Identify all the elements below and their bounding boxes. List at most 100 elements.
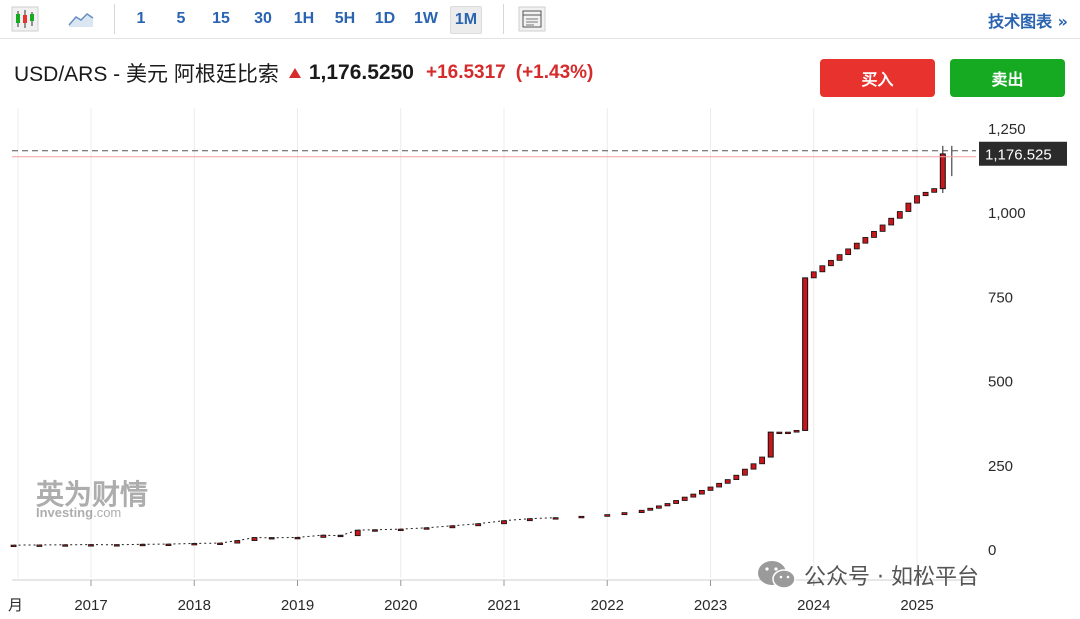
candle-2022-05 (638, 509, 645, 514)
x-tick-label: 2023 (694, 597, 727, 614)
price-trace (116, 543, 143, 546)
x-axis: 2017 2018 2019 2020 2021 2022 2023 2024 2025 月 (8, 579, 976, 614)
table-view-icon[interactable] (517, 5, 547, 33)
price-trace (297, 534, 324, 538)
timeframe-30[interactable]: 30 (254, 10, 272, 27)
x-tick-label: 2022 (591, 597, 624, 614)
candle-2023-01 (707, 486, 714, 491)
candle-2022-12 (698, 489, 705, 495)
y-tick-label: 250 (988, 458, 1013, 475)
x-tick-label-partial: 月 (8, 597, 23, 614)
price-trace (340, 529, 358, 537)
wechat-watermark: 公众号 · 如松平台 (756, 558, 979, 592)
price-trace (400, 527, 427, 530)
candle-2023-04 (733, 474, 740, 481)
candle-2024-07 (862, 237, 869, 244)
candle-2024-12 (905, 202, 912, 212)
price-trace (426, 525, 453, 529)
candle-2024-01 (810, 271, 817, 279)
candle-2024-09 (879, 224, 886, 232)
y-axis: 1,250 1,000 750 500 250 0 (988, 121, 1026, 559)
watermark-brand-en: Investing.com (36, 505, 121, 520)
candle-2023-11 (793, 430, 800, 433)
wechat-text: 公众号 · 如松平台 (804, 565, 979, 590)
candle-2024-08 (871, 230, 877, 238)
candle-2022-09 (673, 500, 679, 504)
wechat-icon (758, 561, 796, 589)
current-price-line: 1,176.525 (12, 141, 1067, 166)
timeframe-15[interactable]: 15 (212, 10, 230, 27)
y-tick-label: 0 (988, 542, 996, 559)
candle-2023-10 (785, 431, 791, 435)
timeframe-1d[interactable]: 1D (374, 10, 396, 27)
timeframe-1w[interactable]: 1W (414, 10, 438, 27)
timeframe-5[interactable]: 5 (176, 10, 186, 27)
price-chart[interactable]: 英为财情 Investing.com 1,176.525 1,250 1,000 7… (0, 108, 1080, 619)
candle-2024-11 (896, 211, 903, 219)
candle-2022-06 (647, 507, 654, 511)
candle-2022-07 (655, 505, 662, 509)
timeframe-1[interactable]: 1 (136, 10, 146, 27)
tech-chart-link[interactable]: 技术图表 » (988, 12, 1068, 31)
candle-2023-03 (724, 479, 731, 484)
up-arrow-icon (288, 68, 301, 78)
candle-2025-03 (931, 188, 938, 193)
candle-2025-04 (939, 153, 946, 190)
y-tick-label: 500 (988, 374, 1013, 391)
timeframe-1h[interactable]: 1H (293, 10, 315, 27)
x-tick-label: 2021 (487, 597, 520, 614)
x-tick-label: 2019 (281, 597, 314, 614)
current-price-label: 1,176.525 (985, 147, 1052, 164)
y-tick-label: 1,000 (988, 205, 1026, 222)
candle-2024-02 (819, 265, 826, 273)
x-tick-label: 2024 (797, 597, 830, 614)
price-trace (168, 542, 195, 545)
candle-2022-03 (621, 512, 628, 516)
x-tick-label: 2025 (900, 597, 933, 614)
y-tick-label: 1,250 (988, 121, 1026, 138)
candle-2024-06 (853, 242, 860, 250)
quote-header: USD/ARS - 美元 阿根廷比索 1,176.5250 +16.5317 (… (14, 58, 593, 88)
candle-2022-08 (664, 503, 671, 507)
watermark-brand-cn: 英为财情 (36, 478, 148, 511)
timeframe-1m[interactable]: 1M (450, 6, 482, 34)
toolbar-divider (503, 4, 504, 34)
candlestick-icon[interactable] (10, 5, 40, 33)
vertical-gridlines (17, 108, 918, 578)
x-tick-label: 2018 (178, 597, 211, 614)
price-change-percent: (+1.43%) (515, 62, 594, 83)
candle-2022-11 (690, 493, 697, 498)
candle-2024-05 (845, 248, 852, 256)
timeframe-5h[interactable]: 5H (334, 10, 356, 27)
candle-2023-09 (776, 431, 783, 435)
x-tick-label: 2020 (384, 597, 417, 614)
candle-2023-02 (716, 482, 723, 488)
buy-button[interactable]: 买入 (820, 59, 935, 97)
y-tick-label: 750 (988, 289, 1013, 306)
price-trace (478, 520, 505, 525)
candle-2023-07 (759, 456, 766, 465)
area-chart-icon[interactable] (66, 5, 96, 33)
candle-2025-01 (914, 195, 920, 204)
last-price: 1,176.5250 (308, 61, 414, 84)
candle-2023-05 (742, 468, 748, 476)
candle-2024-10 (888, 217, 895, 226)
watermark: 英为财情 Investing.com (36, 478, 148, 520)
candle-2025-02 (922, 191, 929, 197)
candle-2023-12 (802, 277, 809, 431)
toolbar-divider (114, 4, 115, 34)
price-trace (503, 518, 530, 522)
price-trace (452, 523, 479, 527)
chart-toolbar: 1 5 15 30 1H 5H 1D 1W 1M 技术图表 » (0, 0, 1080, 39)
price-change: +16.5317 (425, 62, 506, 83)
candle-2022-10 (681, 496, 688, 501)
price-trace (529, 517, 556, 520)
candle-2023-06 (750, 463, 757, 470)
current-price-tag (979, 141, 1067, 166)
candle-2021-10 (578, 515, 585, 519)
pair-title: USD/ARS - 美元 阿根廷比索 (14, 63, 279, 86)
sell-button[interactable]: 卖出 (950, 59, 1065, 97)
price-trace (374, 528, 401, 531)
price-trace (271, 536, 298, 539)
candle-2023-08 (767, 431, 774, 458)
